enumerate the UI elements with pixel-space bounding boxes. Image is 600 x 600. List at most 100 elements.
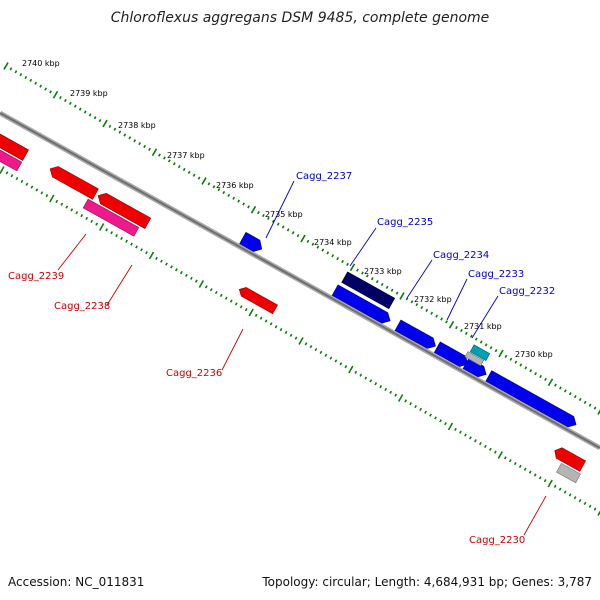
minor-tick	[39, 84, 43, 88]
kbp-label: 2739 kbp	[70, 89, 108, 98]
minor-tick	[70, 208, 74, 212]
minor-tick	[425, 308, 429, 312]
minor-tick	[534, 372, 538, 376]
gene-label-cagg-2236[interactable]: Cagg_2236	[166, 368, 222, 379]
gene-cagg-2232[interactable]	[485, 370, 579, 430]
minor-tick	[483, 444, 487, 449]
gene-cagg-2233[interactable]	[433, 341, 470, 370]
minor-tick	[568, 493, 572, 497]
minor-tick	[460, 328, 463, 333]
minor-tick	[244, 308, 248, 312]
gene-cagg-2233-cyan[interactable]	[469, 344, 491, 361]
minor-tick	[568, 392, 572, 396]
gene-label-cagg-2237[interactable]: Cagg_2237	[296, 171, 352, 182]
minor-tick	[529, 369, 533, 373]
minor-tick	[180, 270, 183, 275]
minor-tick	[182, 167, 186, 172]
minor-tick	[469, 436, 472, 440]
minor-tick	[80, 213, 84, 218]
gene-cagg-2233-grey[interactable]	[464, 351, 485, 367]
minor-tick	[474, 439, 477, 443]
minor-tick	[514, 360, 518, 364]
minor-tick	[88, 113, 92, 117]
major-tick	[597, 510, 600, 516]
minor-tick	[445, 320, 448, 324]
gene-label-cagg-2230[interactable]: Cagg_2230	[469, 535, 525, 546]
minor-tick	[390, 288, 394, 292]
minor-tick	[474, 337, 478, 341]
minor-tick	[588, 403, 592, 407]
minor-tick	[64, 98, 67, 103]
minor-tick	[588, 504, 592, 508]
minor-tick	[170, 265, 173, 269]
gene-label-cagg-2233[interactable]: Cagg_2233	[468, 269, 524, 280]
minor-tick	[563, 389, 567, 393]
major-tick	[348, 365, 354, 374]
gene-cagg-2236[interactable]	[237, 285, 278, 315]
minor-tick	[559, 386, 562, 390]
minor-tick	[105, 228, 109, 232]
minor-tick	[110, 231, 114, 235]
major-tick	[198, 280, 205, 288]
minor-tick	[108, 124, 112, 128]
gene-cagg-2237[interactable]	[239, 231, 266, 254]
gene-label-cagg-2238[interactable]: Cagg_2238	[54, 301, 110, 312]
minor-tick	[269, 322, 273, 326]
minor-tick	[420, 305, 424, 310]
minor-tick	[321, 248, 325, 252]
minor-tick	[479, 441, 482, 446]
gene-cagg-2236-navy[interactable]	[341, 271, 396, 310]
major-tick	[201, 177, 207, 185]
major-tick	[300, 234, 306, 243]
gene-cagg-2238[interactable]	[82, 198, 140, 237]
minor-tick	[440, 317, 443, 321]
minor-tick	[314, 347, 318, 352]
minor-tick	[10, 174, 14, 178]
gene-cagg-2239-pink[interactable]	[0, 129, 23, 172]
major-tick	[399, 292, 405, 300]
minor-tick	[59, 96, 62, 100]
minor-tick	[276, 222, 280, 226]
minor-tick	[361, 271, 364, 275]
gene-cagg-2237-red[interactable]	[95, 190, 152, 230]
minor-tick	[331, 254, 335, 258]
gene-cagg-2230[interactable]	[552, 445, 587, 472]
minor-tick	[15, 176, 19, 181]
minor-tick	[519, 363, 523, 367]
minor-tick	[24, 75, 28, 80]
minor-tick	[375, 280, 379, 284]
minor-tick	[123, 133, 127, 137]
minor-tick	[306, 239, 310, 243]
gene-cagg-2238-red[interactable]	[47, 164, 99, 200]
major-tick	[102, 119, 108, 128]
minor-tick	[291, 231, 295, 235]
minor-tick	[98, 119, 102, 123]
minor-tick	[145, 251, 148, 255]
gene-label-cagg-2234[interactable]: Cagg_2234	[433, 250, 489, 261]
minor-tick	[365, 274, 369, 278]
gene-label-cagg-2232[interactable]: Cagg_2232	[499, 286, 555, 297]
gene-cagg-2235[interactable]	[331, 284, 393, 326]
minor-tick	[389, 390, 393, 394]
gene-cagg-2234[interactable]	[394, 319, 438, 351]
minor-tick	[19, 73, 23, 77]
minor-tick	[25, 182, 29, 186]
gene-label-cagg-2239[interactable]: Cagg_2239	[8, 271, 64, 282]
minor-tick	[309, 345, 313, 349]
minor-tick	[266, 216, 270, 220]
gene-label-cagg-2235[interactable]: Cagg_2235	[377, 217, 433, 228]
minor-tick	[45, 194, 49, 198]
major-tick	[298, 337, 304, 345]
minor-tick	[209, 288, 213, 292]
minor-tick	[395, 291, 399, 295]
minor-tick	[294, 336, 298, 340]
minor-tick	[538, 476, 542, 480]
minor-tick	[242, 202, 245, 206]
minor-tick	[488, 447, 492, 451]
kbp-label: 2735 kbp	[265, 210, 303, 219]
gene-cagg-2239[interactable]	[0, 116, 29, 161]
minor-tick	[523, 467, 527, 471]
gene-cagg-2231-grey[interactable]	[556, 462, 581, 484]
minor-tick	[148, 147, 151, 151]
minor-tick	[130, 242, 133, 246]
